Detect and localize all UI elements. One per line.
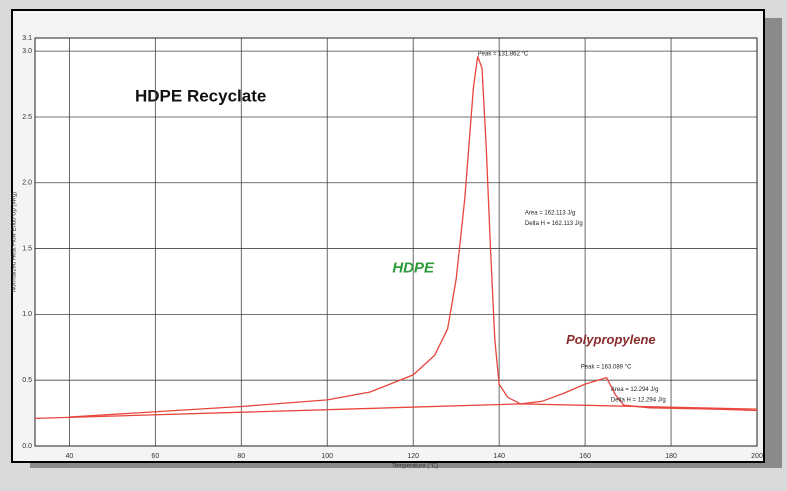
series-line xyxy=(69,56,758,418)
series-line xyxy=(34,403,758,420)
x-tick-label: 180 xyxy=(665,453,677,460)
annotation: Delta H = 162.113 J/g xyxy=(525,221,583,227)
axis-box xyxy=(34,37,758,447)
x-axis-label: Temperature (°C) xyxy=(392,464,438,470)
annotation: Peak = 163.089 °C xyxy=(581,365,632,371)
annotation: HDPE xyxy=(392,259,435,276)
y-axis-label: Normalized Heat Flow Endo Up (W/g) xyxy=(12,192,18,292)
x-tick-label: 120 xyxy=(407,453,419,460)
annotation: Area = 12.294 J/g xyxy=(611,387,659,393)
x-tick-label: 40 xyxy=(65,453,73,460)
y-tick-label: 1.5 xyxy=(22,245,32,252)
x-tick-label: 60 xyxy=(151,453,159,460)
y-tick-label: 0.5 xyxy=(22,377,32,384)
x-tick-label: 80 xyxy=(237,453,245,460)
y-tick-label: 1.0 xyxy=(22,311,32,318)
y-tick-label: 3.1 xyxy=(22,35,32,42)
x-tick-label: 160 xyxy=(579,453,591,460)
x-tick-label: 100 xyxy=(321,453,333,460)
annotation: Peak = 131.862 °C xyxy=(478,51,529,57)
annotation: Delta H = 12.294 J/g xyxy=(611,398,666,404)
y-tick-label: 2.0 xyxy=(22,180,32,187)
x-tick-label: 140 xyxy=(493,453,505,460)
annotation: Polypropylene xyxy=(566,332,656,347)
x-tick-label: 200 xyxy=(751,453,763,460)
y-tick-label: 0.0 xyxy=(22,443,32,450)
y-tick-label: 2.5 xyxy=(22,114,32,121)
y-tick-label: 3.0 xyxy=(22,48,32,55)
annotation: Area = 162.113 J/g xyxy=(525,211,575,217)
chart-title: HDPE Recyclate xyxy=(135,86,266,105)
